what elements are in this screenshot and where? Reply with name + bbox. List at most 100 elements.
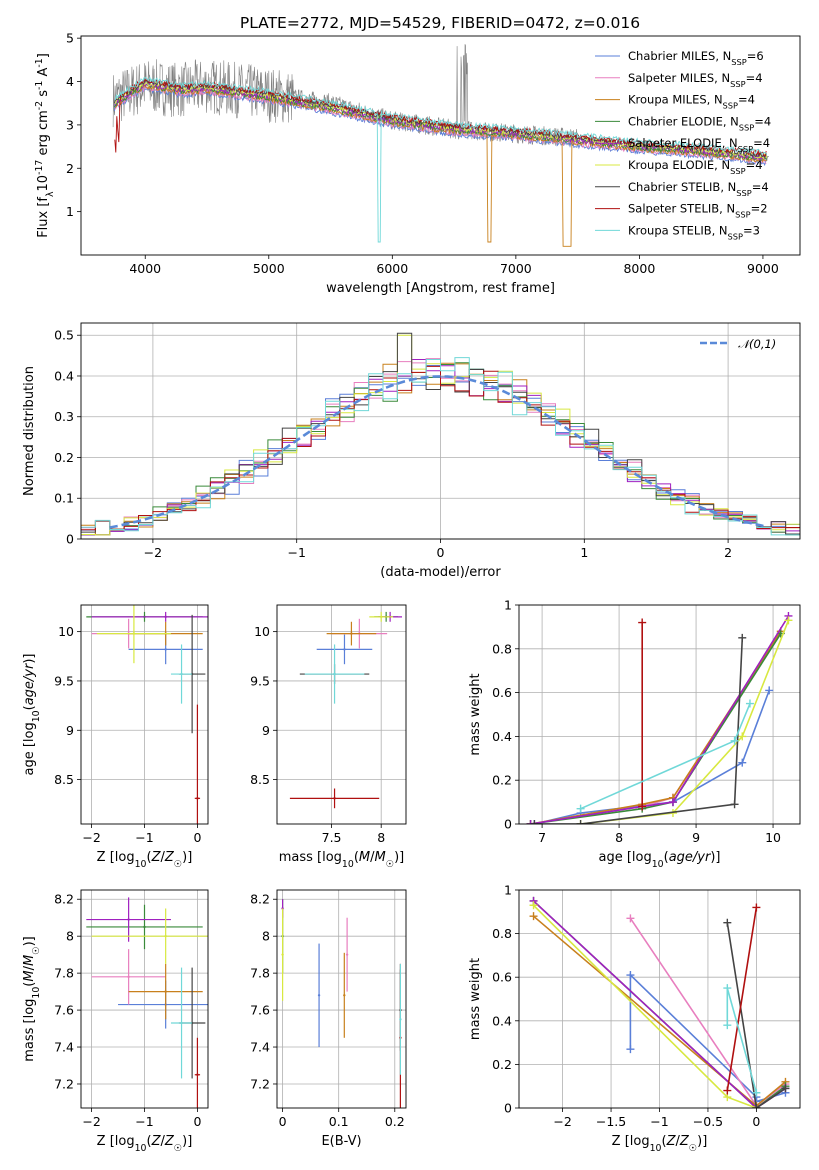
mass-weight-line (534, 637, 744, 824)
data-point (196, 797, 199, 800)
mass-weight-vs-Z-plot-area (529, 896, 790, 1108)
mass-weight-vs-age-frame (518, 604, 801, 825)
data-point (333, 672, 336, 676)
mass-vs-Z-xtick-label: −1 (135, 1114, 153, 1129)
mass-vs-EBV-plot-area (281, 899, 402, 1108)
mass-weight-marker (723, 1086, 732, 1095)
age-vs-mass-ytick-label: 9 (262, 723, 270, 738)
spectrum-xtick-label: 8000 (623, 261, 655, 276)
age-vs-Z-xtick-label: −2 (82, 830, 100, 845)
mass-weight-vs-age-xtick-label: 8 (615, 830, 623, 845)
spectrum-ytick-label: 4 (66, 74, 74, 89)
data-point (143, 925, 146, 929)
data-point (196, 1073, 199, 1076)
mass-vs-EBV-ytick-label: 7.8 (250, 966, 270, 981)
mass-weight-marker (626, 971, 635, 980)
data-point (180, 1021, 183, 1025)
residuals-xtick-label: −1 (287, 545, 305, 560)
mass-vs-EBV-xtick-label: 0 (279, 1114, 287, 1129)
data-point (132, 632, 136, 635)
legend-label: 𝒩(0,1) (738, 337, 776, 351)
mass-weight-marker (784, 616, 793, 625)
data-point (164, 648, 167, 651)
model-spectrum-line (114, 80, 768, 160)
spectrum-frame (80, 35, 801, 256)
residuals-xtick-label: 0 (437, 545, 445, 560)
mass-vs-EBV-xtick-label: 0.1 (329, 1114, 349, 1129)
residuals-ylabel: Normed distribution (22, 366, 37, 496)
mass-vs-Z-xtick-label: 0 (193, 1114, 201, 1129)
model-spectrum-line (114, 76, 767, 243)
spectrum-xlabel: wavelength [Angstrom, rest frame] (326, 281, 555, 296)
residuals-xtick-label: 1 (580, 545, 588, 560)
mass-weight-marker (626, 1045, 635, 1054)
residuals-frame (80, 322, 801, 540)
mass-weight-vs-age-ytick-label: 0.2 (492, 773, 512, 788)
spectrum-xtick-label: 4000 (129, 261, 161, 276)
mass-weight-marker (530, 820, 539, 824)
mass-vs-Z-ytick-label: 7.4 (54, 1040, 74, 1055)
mass-vs-EBV-frame (276, 889, 407, 1109)
legend-label: Chabrier STELIB, NSSP=4 (628, 180, 769, 198)
residuals-xtick-label: 2 (724, 545, 732, 560)
model-spectrum-line (113, 83, 767, 161)
mass-vs-EBV-xlabel: E(B-V) (321, 1134, 361, 1149)
legend-label: Kroupa STELIB, NSSP=3 (628, 223, 760, 241)
mass-weight-vs-age-ytick-label: 0 (504, 817, 512, 832)
normal-reference-line (109, 375, 765, 529)
spectrum-xtick-label: 5000 (253, 261, 285, 276)
legend-label: Kroupa ELODIE, NSSP=4 (628, 158, 763, 176)
legend-label: Chabrier ELODIE, NSSP=4 (628, 114, 771, 132)
mass-vs-EBV-ytick-label: 8 (262, 929, 270, 944)
spectrum-ytick-label: 1 (66, 204, 74, 219)
data-point (164, 934, 167, 938)
mass-vs-Z-ytick-label: 8 (66, 929, 74, 944)
mass-weight-marker (526, 820, 535, 824)
mass-weight-vs-age-xlabel: age [log10(age/yr)] (598, 850, 720, 870)
mass-weight-marker (745, 699, 754, 708)
mass-vs-Z-xlabel: Z [log10(Z/Z☉)] (97, 1134, 193, 1154)
residuals-xlabel: (data-model)/error (380, 565, 501, 580)
figure-title: PLATE=2772, MJD=54529, FIBERID=0472, z=0… (240, 14, 640, 32)
mass-weight-marker (730, 736, 739, 745)
mass-vs-Z-ytick-label: 7.2 (54, 1076, 74, 1091)
residuals-ytick-label: 0.1 (54, 491, 74, 506)
age-vs-mass-ytick-label: 10 (254, 624, 270, 639)
spectrum-ylabel: Flux [fλ10-17 erg cm-2 s-1 A-1] (34, 53, 56, 238)
spectrum-xtick-label: 9000 (747, 261, 779, 276)
mass-weight-marker (723, 1021, 732, 1030)
spectrum-ytick-label: 3 (66, 117, 74, 132)
mass-weight-vs-Z-ytick-label: 0.6 (492, 970, 512, 985)
mass-weight-vs-age-ytick-label: 0.8 (492, 641, 512, 656)
residuals-xtick-label: −2 (144, 545, 162, 560)
age-vs-Z-ytick-label: 10 (58, 624, 74, 639)
mass-vs-Z-ytick-label: 8.2 (54, 892, 74, 907)
mass-weight-vs-Z-ytick-label: 0 (504, 1101, 512, 1116)
mass-weight-vs-Z-xtick-label: −0.5 (693, 1114, 723, 1129)
mass-weight-vs-Z-xlabel: Z [log10(Z/Z☉)] (612, 1134, 708, 1154)
mass-weight-marker (576, 804, 585, 813)
mass-weight-marker (626, 914, 635, 923)
mass-vs-Z-ytick-label: 7.6 (54, 1003, 74, 1018)
legend-label: Salpeter ELODIE, NSSP=4 (628, 136, 770, 154)
mass-weight-vs-Z-ytick-label: 0.8 (492, 926, 512, 941)
age-vs-Z-plot-area (86, 605, 208, 824)
mass-weight-line (726, 907, 758, 1091)
mass-weight-marker (529, 912, 538, 921)
age-vs-mass-plot-area (289, 611, 403, 809)
data-point (343, 648, 346, 651)
mass-weight-line (530, 633, 782, 824)
age-vs-Z-xlabel: Z [log10(Z/Z☉)] (97, 850, 193, 870)
residual-histogram-line (81, 357, 800, 536)
residuals-ytick-label: 0 (66, 532, 74, 547)
mass-weight-vs-Z-xtick-label: −1.5 (596, 1114, 626, 1129)
residuals-ytick-label: 0.4 (54, 368, 74, 383)
mass-vs-Z-ytick-label: 7.8 (54, 966, 74, 981)
mass-weight-marker (529, 901, 538, 910)
mass-vs-EBV-ytick-label: 7.4 (250, 1040, 270, 1055)
mass-vs-EBV-ytick-label: 8.2 (250, 892, 270, 907)
mass-vs-EBV-xtick-label: 0.2 (385, 1114, 405, 1129)
legend-label: Salpeter STELIB, NSSP=2 (628, 202, 768, 220)
mass-weight-vs-age-ytick-label: 1 (504, 598, 512, 613)
